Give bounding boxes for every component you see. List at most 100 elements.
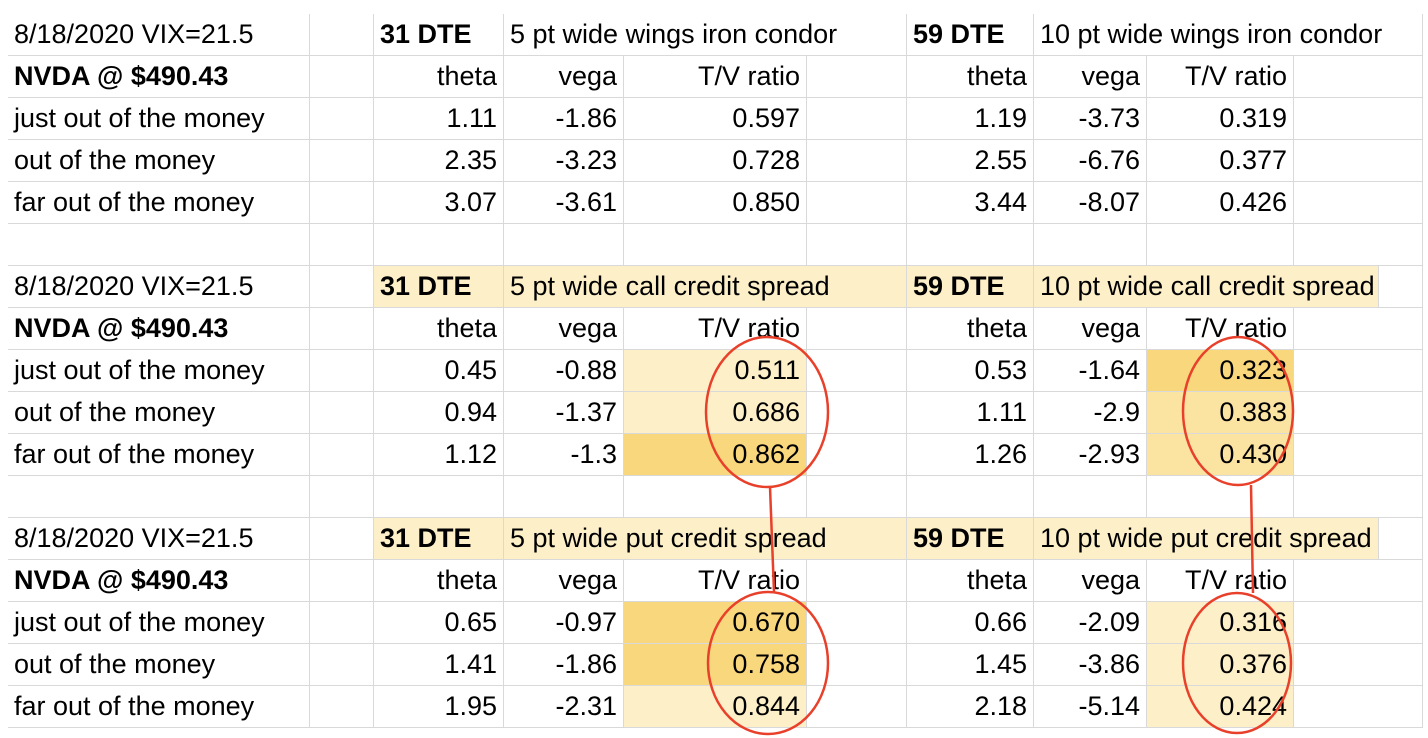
empty-cell[interactable] — [1294, 56, 1423, 98]
empty-cell[interactable] — [807, 182, 907, 224]
ratio-value[interactable]: 0.430 — [1147, 434, 1294, 476]
vega-value[interactable]: -3.23 — [504, 140, 624, 182]
ratio-value[interactable]: 0.323 — [1147, 350, 1294, 392]
empty-cell[interactable] — [8, 224, 310, 266]
empty-cell[interactable] — [907, 224, 1034, 266]
vega-value[interactable]: -0.88 — [504, 350, 624, 392]
empty-cell[interactable] — [807, 224, 907, 266]
stock-cell[interactable]: NVDA @ $490.43 — [8, 56, 310, 98]
empty-cell[interactable] — [1294, 308, 1423, 350]
empty-cell[interactable] — [907, 476, 1034, 518]
theta-value[interactable]: 2.35 — [374, 140, 504, 182]
ratio-value[interactable]: 0.376 — [1147, 644, 1294, 686]
theta-header[interactable]: theta — [907, 308, 1034, 350]
date-vix-cell[interactable]: 8/18/2020 VIX=21.5 — [8, 266, 310, 308]
theta-value[interactable]: 1.26 — [907, 434, 1034, 476]
theta-value[interactable]: 0.94 — [374, 392, 504, 434]
empty-cell[interactable] — [1294, 182, 1423, 224]
row-label[interactable]: far out of the money — [8, 182, 310, 224]
theta-value[interactable]: 1.45 — [907, 644, 1034, 686]
vega-header[interactable]: vega — [1034, 56, 1147, 98]
vega-header[interactable]: vega — [504, 560, 624, 602]
dte-cell[interactable]: 31 DTE — [374, 266, 504, 308]
vega-value[interactable]: -3.86 — [1034, 644, 1147, 686]
empty-cell[interactable] — [1294, 560, 1423, 602]
empty-cell[interactable] — [807, 686, 907, 728]
empty-cell[interactable] — [1294, 476, 1423, 518]
vega-value[interactable]: -0.97 — [504, 602, 624, 644]
empty-cell[interactable] — [374, 476, 504, 518]
ratio-header[interactable]: T/V ratio — [1147, 56, 1294, 98]
vega-header[interactable]: vega — [1034, 560, 1147, 602]
ratio-value[interactable]: 0.424 — [1147, 686, 1294, 728]
theta-header[interactable]: theta — [374, 308, 504, 350]
ratio-value[interactable]: 0.686 — [624, 392, 807, 434]
empty-cell[interactable] — [1034, 224, 1147, 266]
ratio-value[interactable]: 0.319 — [1147, 98, 1294, 140]
stock-cell[interactable]: NVDA @ $490.43 — [8, 560, 310, 602]
empty-cell[interactable] — [807, 602, 907, 644]
date-vix-cell[interactable]: 8/18/2020 VIX=21.5 — [8, 518, 310, 560]
vega-header[interactable]: vega — [504, 308, 624, 350]
dte-cell[interactable]: 59 DTE — [907, 266, 1034, 308]
row-label[interactable]: just out of the money — [8, 350, 310, 392]
empty-cell[interactable] — [807, 392, 907, 434]
theta-value[interactable]: 0.66 — [907, 602, 1034, 644]
empty-cell[interactable] — [310, 56, 374, 98]
ratio-value[interactable]: 0.511 — [624, 350, 807, 392]
empty-cell[interactable] — [1147, 476, 1294, 518]
theta-value[interactable]: 0.45 — [374, 350, 504, 392]
empty-cell[interactable] — [310, 686, 374, 728]
empty-cell[interactable] — [310, 560, 374, 602]
theta-value[interactable]: 1.19 — [907, 98, 1034, 140]
empty-cell[interactable] — [310, 602, 374, 644]
empty-cell[interactable] — [807, 56, 907, 98]
row-label[interactable]: far out of the money — [8, 434, 310, 476]
ratio-value[interactable]: 0.426 — [1147, 182, 1294, 224]
ratio-value[interactable]: 0.850 — [624, 182, 807, 224]
ratio-value[interactable]: 0.316 — [1147, 602, 1294, 644]
vega-value[interactable]: -5.14 — [1034, 686, 1147, 728]
empty-cell[interactable] — [310, 476, 374, 518]
empty-cell[interactable] — [504, 476, 624, 518]
empty-cell[interactable] — [1294, 140, 1423, 182]
vega-value[interactable]: -2.09 — [1034, 602, 1147, 644]
ratio-header[interactable]: T/V ratio — [1147, 308, 1294, 350]
empty-cell[interactable] — [1294, 224, 1423, 266]
stock-cell[interactable]: NVDA @ $490.43 — [8, 308, 310, 350]
empty-cell[interactable] — [807, 98, 907, 140]
ratio-header[interactable]: T/V ratio — [624, 308, 807, 350]
vega-value[interactable]: -1.37 — [504, 392, 624, 434]
empty-cell[interactable] — [1294, 434, 1423, 476]
empty-cell[interactable] — [1294, 602, 1423, 644]
vega-header[interactable]: vega — [1034, 308, 1147, 350]
empty-cell[interactable] — [310, 308, 374, 350]
empty-cell[interactable] — [310, 644, 374, 686]
theta-value[interactable]: 1.95 — [374, 686, 504, 728]
empty-cell[interactable] — [1379, 266, 1423, 308]
empty-cell[interactable] — [807, 476, 907, 518]
ratio-value[interactable]: 0.670 — [624, 602, 807, 644]
empty-cell[interactable] — [807, 434, 907, 476]
empty-cell[interactable] — [1294, 686, 1423, 728]
empty-cell[interactable] — [807, 644, 907, 686]
ratio-value[interactable]: 0.758 — [624, 644, 807, 686]
dte-cell[interactable]: 31 DTE — [374, 518, 504, 560]
empty-cell[interactable] — [310, 392, 374, 434]
empty-cell[interactable] — [1147, 224, 1294, 266]
vega-value[interactable]: -2.93 — [1034, 434, 1147, 476]
strategy-cell[interactable]: 10 pt wide wings iron condor — [1034, 14, 1423, 56]
vega-header[interactable]: vega — [504, 56, 624, 98]
empty-cell[interactable] — [310, 182, 374, 224]
theta-value[interactable]: 2.18 — [907, 686, 1034, 728]
vega-value[interactable]: -2.31 — [504, 686, 624, 728]
theta-header[interactable]: theta — [374, 56, 504, 98]
theta-value[interactable]: 3.44 — [907, 182, 1034, 224]
row-label[interactable]: far out of the money — [8, 686, 310, 728]
theta-value[interactable]: 0.65 — [374, 602, 504, 644]
empty-cell[interactable] — [1379, 518, 1423, 560]
theta-value[interactable]: 1.12 — [374, 434, 504, 476]
strategy-cell[interactable]: 10 pt wide call credit spread — [1034, 266, 1379, 308]
theta-header[interactable]: theta — [907, 560, 1034, 602]
vega-value[interactable]: -8.07 — [1034, 182, 1147, 224]
